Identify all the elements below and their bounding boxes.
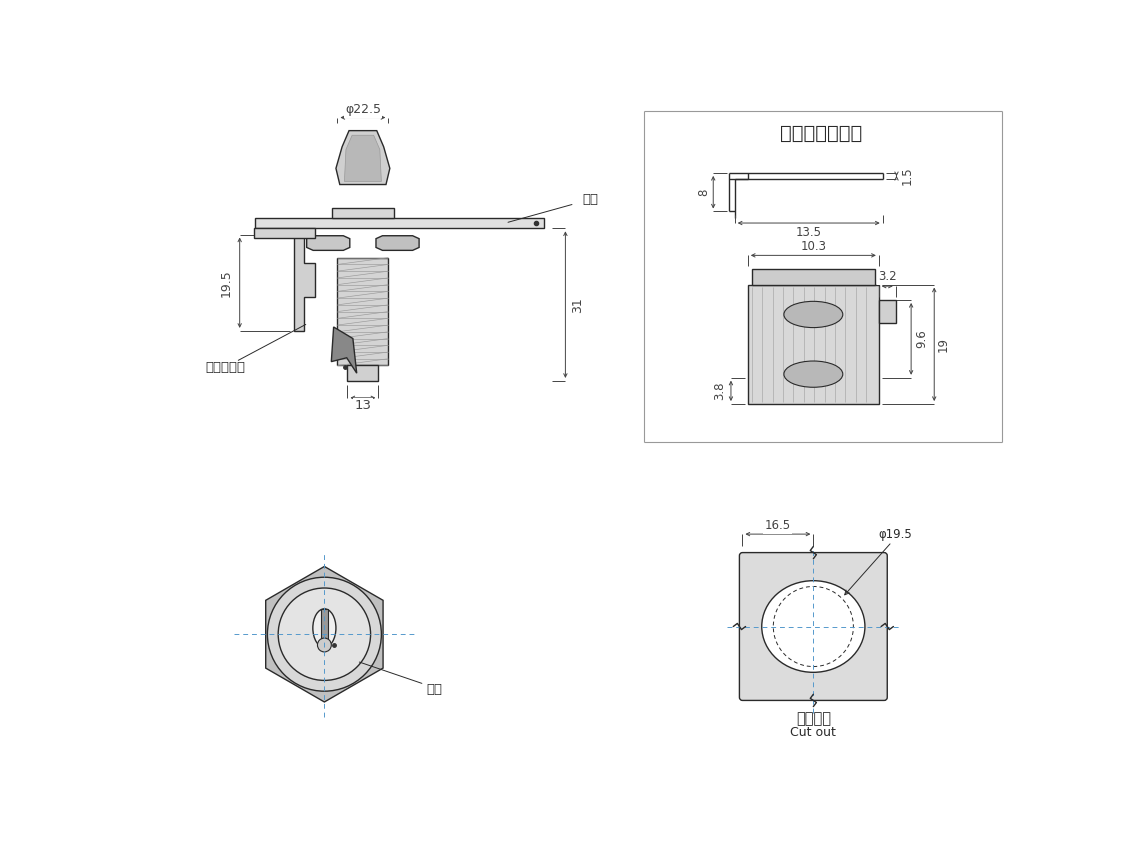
Text: 13: 13: [354, 399, 371, 412]
Polygon shape: [266, 567, 384, 702]
Text: 锁芯: 锁芯: [426, 683, 442, 696]
Text: 8: 8: [698, 188, 711, 196]
Ellipse shape: [313, 609, 336, 647]
Circle shape: [317, 638, 332, 652]
Text: 13.5: 13.5: [795, 226, 821, 238]
Polygon shape: [255, 218, 543, 228]
Ellipse shape: [784, 361, 843, 387]
Polygon shape: [321, 609, 328, 647]
Text: 3.2: 3.2: [878, 270, 897, 283]
Ellipse shape: [784, 302, 843, 327]
Text: 9.6: 9.6: [916, 329, 928, 348]
Text: 固定扣（选配）: 固定扣（选配）: [780, 124, 862, 143]
Text: φ22.5: φ22.5: [345, 104, 381, 117]
Polygon shape: [332, 208, 394, 218]
Circle shape: [268, 577, 381, 691]
Polygon shape: [307, 236, 350, 251]
Polygon shape: [332, 327, 357, 373]
Polygon shape: [294, 235, 315, 331]
Text: 回复式锁门: 回复式锁门: [205, 360, 245, 373]
Text: 门板: 门板: [583, 194, 598, 206]
Text: Cut out: Cut out: [791, 727, 836, 740]
Polygon shape: [376, 236, 420, 251]
Polygon shape: [338, 257, 388, 365]
Polygon shape: [752, 270, 875, 284]
Polygon shape: [336, 130, 390, 185]
Polygon shape: [748, 284, 879, 404]
FancyBboxPatch shape: [739, 553, 888, 701]
Text: 开孔尺寸: 开孔尺寸: [795, 711, 831, 727]
Polygon shape: [348, 365, 378, 381]
Polygon shape: [344, 136, 381, 181]
Text: 1.5: 1.5: [901, 167, 914, 186]
Text: 16.5: 16.5: [765, 519, 791, 532]
Text: 31: 31: [572, 296, 584, 313]
Polygon shape: [879, 300, 896, 323]
Text: 19.5: 19.5: [219, 269, 233, 296]
Text: 10.3: 10.3: [800, 239, 827, 252]
Circle shape: [278, 588, 370, 681]
Text: φ19.5: φ19.5: [878, 528, 911, 541]
Text: 3.8: 3.8: [713, 382, 727, 400]
Ellipse shape: [762, 581, 865, 672]
Text: 19: 19: [937, 337, 950, 352]
Polygon shape: [253, 228, 315, 238]
